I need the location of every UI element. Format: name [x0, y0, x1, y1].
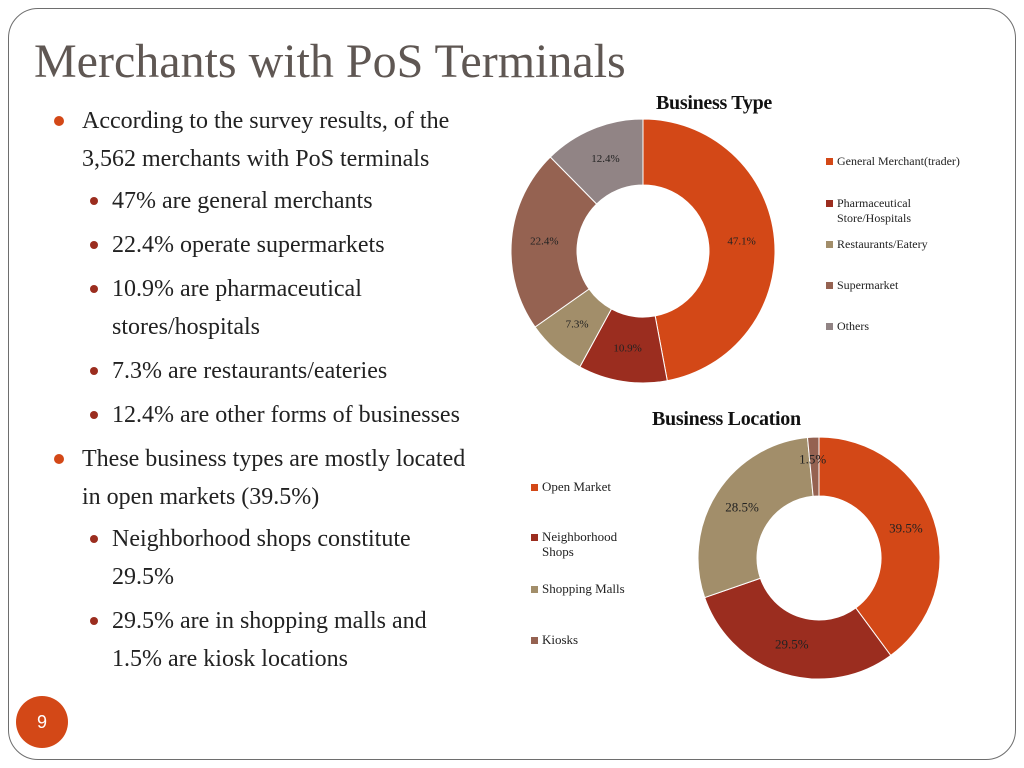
- sub-bullet-others: 12.4% are other forms of businesses: [82, 396, 472, 434]
- legend-label-general-merchant-trader: General Merchant(trader): [837, 154, 960, 168]
- legend-swatch-open-market: [531, 484, 538, 491]
- legend-label-pharmaceutical-store-hospitals: Pharmaceutical Store/Hospitals: [837, 196, 911, 225]
- legend-swatch-restaurants-eatery: [826, 241, 833, 248]
- legend-swatch-general-merchant-trader: [826, 158, 833, 165]
- legend-label-restaurants-eatery: Restaurants/Eatery: [837, 237, 928, 251]
- slice-shopping-malls: [697, 437, 814, 599]
- legend-swatch-shopping-malls: [531, 586, 538, 593]
- data-label-others: 12.4%: [591, 153, 619, 165]
- bullet-locations: These business types are mostly located …: [52, 440, 472, 678]
- bullet-survey: According to the survey results, of the …: [52, 102, 472, 434]
- data-label-restaurants-eatery: 7.3%: [566, 318, 589, 330]
- data-label-general-merchant-trader: 47.1%: [727, 235, 755, 247]
- business-location-chart-title: Business Location: [652, 408, 801, 430]
- slice-kiosks: [806, 436, 820, 497]
- sub-bullet-restaurants: 7.3% are restaurants/eateries: [82, 352, 472, 390]
- slide-title: Merchants with PoS Terminals: [34, 35, 626, 88]
- legend-label-others: Others: [837, 319, 869, 333]
- slice-neighborhood-shops: [704, 577, 892, 680]
- slice-supermarket: [510, 156, 598, 328]
- data-label-open-market: 39.5%: [889, 520, 923, 535]
- page-number-badge: 9: [16, 696, 68, 748]
- legend-label-supermarket: Supermarket: [837, 278, 899, 292]
- legend-label-shopping-malls: Shopping Malls: [542, 581, 625, 596]
- business-location-donut-chart: 39.5% 29.5% 28.5% 1.5%: [697, 436, 941, 680]
- data-label-neighborhood-shops: 29.5%: [775, 636, 809, 651]
- slice-others: [549, 118, 644, 205]
- sub-bullet-supermarkets: 22.4% operate supermarkets: [82, 226, 472, 264]
- sub-bullet-pharmaceutical: 10.9% are pharmaceutical stores/hospital…: [82, 270, 472, 346]
- legend-label-neighborhood-shops: Neighborhood Shops: [542, 529, 618, 559]
- sub-bullet-neighborhood-shops: Neighborhood shops constitute 29.5%: [82, 520, 472, 596]
- data-label-pharmaceutical-store-hospitals: 10.9%: [613, 342, 641, 354]
- slice-general-merchant-trader: [642, 118, 776, 382]
- business-type-chart-title: Business Type: [656, 92, 772, 114]
- data-label-kiosks: 1.5%: [799, 452, 826, 467]
- business-type-legend: General Merchant(trader) Pharmaceutical S…: [826, 154, 1006, 344]
- business-location-legend: Open Market Neighborhood Shops Shopping Ma…: [531, 479, 671, 659]
- legend-swatch-others: [826, 323, 833, 330]
- legend-swatch-supermarket: [826, 282, 833, 289]
- bullet-survey-text: According to the survey results, of the …: [82, 108, 450, 172]
- sub-bullet-list-locations: Neighborhood shops constitute 29.5% 29.5…: [82, 520, 472, 678]
- legend-label-kiosks: Kiosks: [542, 632, 579, 647]
- bullet-list: According to the survey results, of the …: [52, 102, 472, 684]
- legend-label-open-market: Open Market: [542, 479, 611, 494]
- slice-open-market: [818, 436, 941, 657]
- business-type-donut-chart: 47.1% 10.9% 7.3% 22.4% 12.4%: [510, 118, 776, 384]
- sub-bullet-general-merchants: 47% are general merchants: [82, 182, 472, 220]
- sub-bullet-malls-kiosks: 29.5% are in shopping malls and 1.5% are…: [82, 602, 472, 678]
- legend-swatch-pharmaceutical-store-hospitals: [826, 200, 833, 207]
- data-label-shopping-malls: 28.5%: [725, 500, 759, 515]
- sub-bullet-list-types: 47% are general merchants 22.4% operate …: [82, 182, 472, 434]
- legend-swatch-kiosks: [531, 637, 538, 644]
- legend-swatch-neighborhood-shops: [531, 534, 538, 541]
- data-label-supermarket: 22.4%: [530, 236, 558, 248]
- bullet-locations-text: These business types are mostly located …: [82, 446, 466, 510]
